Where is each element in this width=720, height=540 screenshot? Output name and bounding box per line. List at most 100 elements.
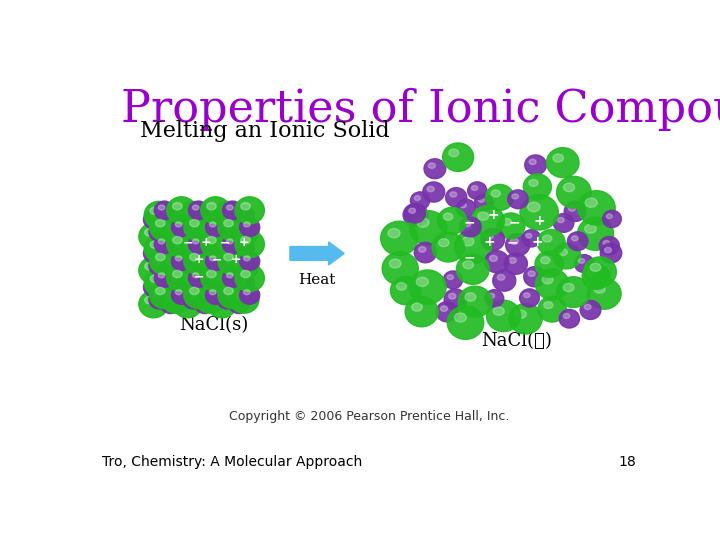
Ellipse shape: [213, 296, 222, 304]
Ellipse shape: [491, 190, 500, 197]
Text: +: +: [483, 235, 495, 249]
Text: +: +: [230, 253, 241, 266]
Ellipse shape: [187, 227, 194, 232]
Ellipse shape: [216, 214, 222, 219]
Ellipse shape: [474, 194, 493, 211]
Text: Tro, Chemistry: A Molecular Approach: Tro, Chemistry: A Molecular Approach: [102, 455, 362, 469]
Ellipse shape: [224, 206, 253, 233]
Ellipse shape: [529, 159, 536, 165]
Ellipse shape: [504, 253, 527, 274]
Ellipse shape: [212, 201, 242, 228]
Ellipse shape: [156, 287, 165, 295]
Ellipse shape: [179, 262, 189, 270]
Text: NaCl(s): NaCl(s): [179, 316, 248, 334]
Ellipse shape: [446, 188, 467, 207]
Ellipse shape: [212, 235, 242, 262]
Ellipse shape: [427, 186, 434, 192]
Ellipse shape: [150, 214, 179, 241]
Ellipse shape: [417, 218, 429, 227]
Ellipse shape: [201, 197, 230, 224]
Ellipse shape: [145, 296, 154, 304]
Ellipse shape: [179, 201, 208, 228]
Ellipse shape: [390, 276, 421, 305]
Ellipse shape: [200, 240, 220, 258]
Ellipse shape: [240, 286, 260, 304]
Ellipse shape: [523, 293, 530, 298]
Ellipse shape: [150, 248, 179, 275]
Ellipse shape: [230, 252, 259, 279]
Ellipse shape: [173, 257, 202, 284]
Ellipse shape: [179, 229, 189, 236]
Ellipse shape: [189, 253, 199, 261]
Ellipse shape: [409, 270, 446, 304]
Ellipse shape: [176, 222, 182, 227]
Ellipse shape: [553, 154, 564, 162]
Ellipse shape: [200, 273, 220, 292]
Ellipse shape: [213, 229, 222, 236]
Text: −: −: [212, 253, 222, 266]
Ellipse shape: [222, 269, 243, 287]
Ellipse shape: [205, 218, 225, 237]
Ellipse shape: [234, 273, 254, 292]
Ellipse shape: [229, 295, 249, 314]
Ellipse shape: [235, 265, 264, 292]
Ellipse shape: [184, 241, 194, 248]
Ellipse shape: [600, 243, 621, 263]
Ellipse shape: [212, 278, 232, 296]
Ellipse shape: [194, 295, 215, 314]
Ellipse shape: [184, 214, 213, 241]
Ellipse shape: [170, 210, 176, 214]
Ellipse shape: [234, 206, 254, 224]
Ellipse shape: [189, 287, 199, 295]
Ellipse shape: [522, 230, 541, 247]
Ellipse shape: [603, 210, 621, 227]
Ellipse shape: [523, 267, 546, 287]
Text: +: +: [238, 236, 249, 249]
Ellipse shape: [170, 244, 176, 248]
Ellipse shape: [161, 227, 181, 246]
Ellipse shape: [585, 198, 598, 207]
Ellipse shape: [204, 278, 210, 282]
Ellipse shape: [572, 236, 578, 241]
Ellipse shape: [569, 206, 575, 211]
Ellipse shape: [145, 262, 154, 270]
Ellipse shape: [194, 227, 215, 246]
Text: +: +: [487, 208, 499, 222]
Ellipse shape: [235, 292, 245, 299]
Ellipse shape: [509, 303, 542, 334]
Ellipse shape: [478, 212, 489, 220]
Ellipse shape: [485, 289, 504, 307]
Ellipse shape: [224, 253, 233, 261]
Ellipse shape: [235, 224, 245, 232]
Ellipse shape: [234, 240, 254, 258]
Ellipse shape: [173, 291, 202, 318]
Ellipse shape: [463, 261, 474, 269]
Ellipse shape: [472, 206, 505, 236]
Ellipse shape: [218, 241, 228, 248]
Ellipse shape: [195, 252, 225, 279]
Ellipse shape: [184, 275, 194, 282]
Ellipse shape: [164, 299, 171, 304]
Ellipse shape: [207, 271, 216, 278]
Ellipse shape: [176, 290, 182, 295]
Ellipse shape: [577, 217, 613, 251]
Ellipse shape: [230, 246, 240, 253]
Ellipse shape: [149, 256, 169, 275]
Ellipse shape: [450, 192, 456, 197]
Ellipse shape: [544, 302, 553, 309]
Ellipse shape: [444, 213, 453, 220]
Ellipse shape: [158, 205, 165, 210]
Text: −: −: [507, 235, 518, 249]
Ellipse shape: [170, 278, 176, 282]
Ellipse shape: [171, 286, 192, 304]
Ellipse shape: [243, 290, 250, 295]
Ellipse shape: [567, 232, 588, 251]
Ellipse shape: [216, 282, 222, 287]
Ellipse shape: [173, 223, 202, 250]
Ellipse shape: [218, 275, 228, 282]
Ellipse shape: [537, 230, 565, 255]
Ellipse shape: [578, 259, 585, 264]
Ellipse shape: [224, 240, 253, 267]
Ellipse shape: [542, 275, 553, 284]
Ellipse shape: [516, 310, 526, 318]
